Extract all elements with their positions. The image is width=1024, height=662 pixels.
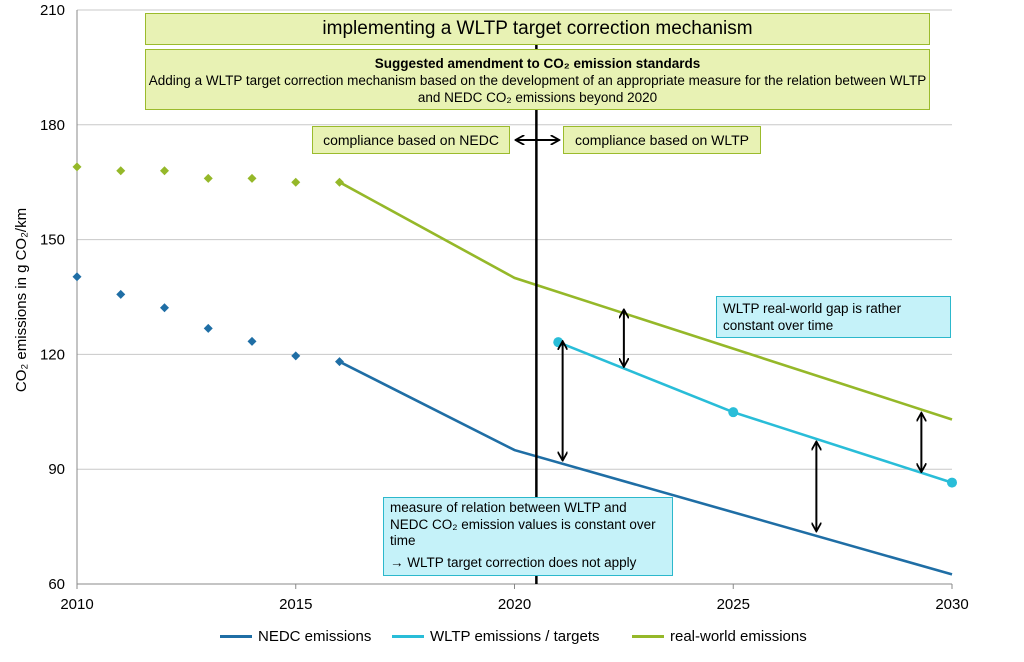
nedc-point [335,357,344,367]
x-tick-label: 2010 [60,596,93,613]
nedc-point [116,289,126,299]
y-tick-label: 150 [40,232,65,249]
legend-item-real-world: real-world emissions [632,628,807,645]
nedc-point [247,336,257,346]
y-tick-label: 180 [40,117,65,134]
wltp-point [728,407,739,418]
nedc-compliance-box: compliance based on NEDC [312,126,510,154]
legend-swatch-wltp [392,635,424,638]
gridlines [77,9,952,470]
legend-label-nedc: NEDC emissions [258,628,372,645]
y-axis-label: CO₂ emissions in g CO₂/km [13,208,30,392]
nedc-point [291,351,301,361]
nedc-line [338,360,953,576]
legend-swatch-nedc [220,635,252,638]
x-tick-label: 2015 [279,596,312,613]
chart-title-box: implementing a WLTP target correction me… [145,13,930,45]
amendment-text: Adding a WLTP target correction mechanis… [148,73,927,105]
wltp-compliance-box: compliance based on WLTP [563,126,761,154]
gap-note-box: WLTP real-world gap is rather constant o… [716,296,951,338]
real-world-point [72,162,82,172]
nedc-point [160,303,169,313]
wltp-point [947,477,957,488]
amendment-box: Suggested amendment to CO₂ emission stan… [145,49,930,110]
x-tick-labels: 2010 2015 2020 2025 2030 [60,596,968,613]
x-tick-label: 2020 [498,596,531,613]
gap-arrows [516,140,921,530]
real-world-point [291,177,301,187]
y-tick-labels: 60 90 120 150 180 210 [40,2,65,593]
real-world-point [247,173,257,183]
nedc-point [72,272,82,282]
real-world-point [203,173,213,183]
real-world-point [160,166,169,176]
legend-label-real-world: real-world emissions [670,628,807,645]
real-world-point [335,177,344,187]
y-tick-label: 60 [48,576,65,593]
real-world-line [338,181,953,421]
legend-item-wltp: WLTP emissions / targets [392,628,600,645]
x-tick-label: 2025 [717,596,750,613]
x-tick-label: 2030 [935,596,968,613]
series-lines [72,162,957,576]
wltp-line [557,340,953,484]
y-tick-label: 210 [40,2,65,19]
real-world-point [116,166,126,176]
legend-swatch-real-world [632,635,664,638]
measure-note-text: measure of relation between WLTP and NED… [390,500,656,548]
axes [76,10,953,589]
nedc-point [203,323,213,333]
legend: NEDC emissions WLTP emissions / targets … [0,628,1024,652]
y-tick-label: 90 [48,461,65,478]
amendment-heading: Suggested amendment to CO₂ emission stan… [374,56,701,71]
measure-note-box: measure of relation between WLTP and NED… [383,497,673,576]
legend-label-wltp: WLTP emissions / targets [430,628,600,645]
legend-item-nedc: NEDC emissions [220,628,371,645]
measure-conclusion: → WLTP target correction does not apply [390,554,637,570]
y-tick-label: 120 [40,346,65,363]
